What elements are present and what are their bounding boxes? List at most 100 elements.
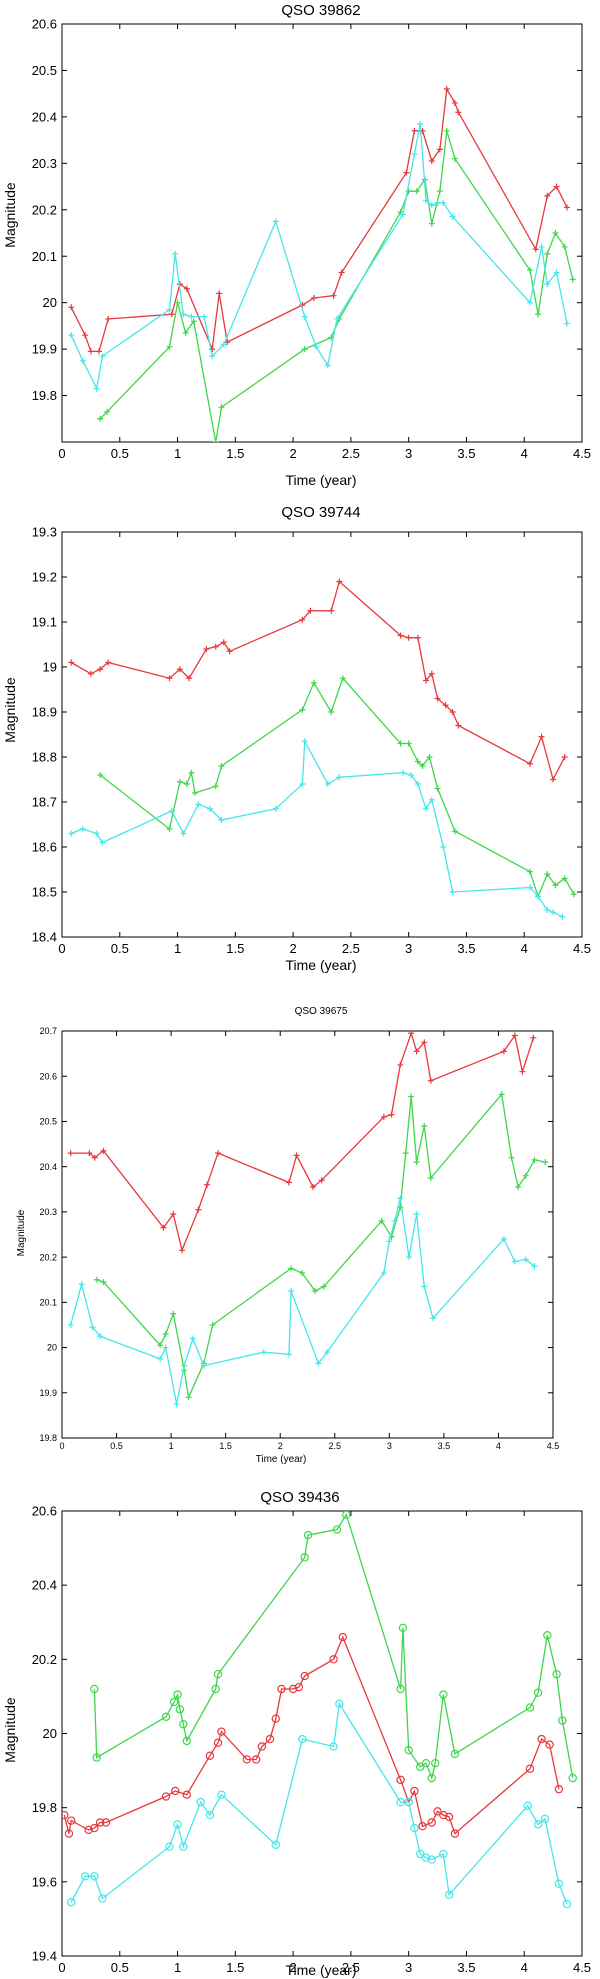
x-tick-label: 4.5 [573, 446, 591, 461]
series-line-cyan [70, 123, 568, 391]
data-point-green [299, 1269, 306, 1276]
y-tick-label: 18.8 [32, 750, 57, 765]
data-point-red [563, 204, 570, 211]
x-tick-label: 2.5 [329, 1441, 342, 1451]
y-tick-label: 19.8 [32, 1800, 57, 1815]
data-point-cyan [421, 1283, 428, 1290]
data-point-green [170, 1310, 177, 1317]
data-point-green [157, 1342, 164, 1349]
y-tick-label: 18.6 [32, 840, 57, 855]
data-point-cyan [535, 893, 542, 900]
data-point-cyan [550, 909, 557, 916]
data-point-green [299, 706, 306, 713]
data-point-green [182, 1736, 191, 1746]
data-point-cyan [399, 769, 406, 776]
x-tick-label: 1 [174, 446, 181, 461]
y-tick-label: 19.9 [39, 1388, 57, 1398]
data-point-cyan [428, 202, 435, 209]
data-point-cyan [68, 332, 75, 339]
axes-frame [61, 531, 583, 938]
y-axis-label: Magnitude [2, 1697, 18, 1763]
data-point-cyan [411, 151, 418, 158]
data-point-red [220, 639, 227, 646]
data-point-green [439, 1690, 448, 1699]
data-point-red [67, 1816, 76, 1825]
data-point-red [329, 1655, 338, 1664]
data-point-cyan [181, 1362, 188, 1369]
data-point-red [62, 1810, 69, 1820]
data-point-red [307, 607, 314, 614]
data-point-cyan [168, 808, 175, 814]
data-point-cyan [93, 385, 100, 392]
data-point-cyan [527, 884, 533, 891]
data-point-red [217, 1727, 226, 1736]
data-point-green [413, 1159, 420, 1166]
x-tick-label: 4 [521, 1960, 528, 1975]
data-point-cyan [285, 1351, 292, 1358]
data-point-red [215, 1150, 222, 1157]
panel-qso-39862: QSO 39862 Time (year) Magnitude 0 0.5 1 1.5… [2, 2, 591, 488]
data-point-green [212, 439, 219, 442]
data-point-green [508, 1154, 515, 1161]
data-point-red [68, 304, 75, 311]
x-axis-label: Time (year) [256, 1454, 307, 1465]
series-line-red [70, 86, 568, 353]
data-point-cyan [544, 281, 551, 288]
data-point-red [554, 1784, 564, 1794]
series-line-red [70, 580, 566, 782]
data-point-red [309, 1184, 316, 1191]
data-point-red [67, 1150, 74, 1157]
data-point-cyan [397, 1195, 404, 1202]
data-point-cyan [423, 197, 429, 204]
data-point-green [212, 783, 219, 790]
data-point-cyan [429, 1315, 436, 1322]
data-point-red [95, 1818, 105, 1827]
data-point-green [561, 243, 568, 250]
data-point-red [550, 776, 557, 783]
plot-area: 0 0.5 1 1.5 2 2.5 3 3.5 4 4.5 18.4 18.5 18.6 18.7 18.8… [32, 525, 591, 956]
data-point-cyan [67, 1898, 76, 1907]
data-point-green [191, 790, 198, 796]
data-point-red [91, 1154, 98, 1161]
y-axis-label: Magnitude [2, 182, 18, 248]
data-point-red [444, 1812, 454, 1822]
data-point-cyan [407, 772, 414, 778]
data-point-red [100, 1147, 107, 1154]
y-tick-label: 20.6 [32, 1504, 57, 1519]
y-tick-label: 19 [43, 660, 57, 675]
data-point-green [405, 740, 412, 747]
x-tick-label: 1.5 [219, 1441, 232, 1451]
panel-qso-39744: QSO 39744 Time (year) Magnitude 0 0.5 1 1.5… [2, 504, 591, 973]
axes-frame [61, 23, 583, 443]
data-point-cyan [272, 218, 279, 225]
x-tick-label: 4 [521, 446, 528, 461]
data-point-green [185, 1394, 192, 1401]
data-point-cyan [79, 357, 86, 364]
data-point-red [213, 1738, 223, 1747]
x-tick-label: 2 [289, 1960, 296, 1975]
data-point-cyan [404, 1797, 413, 1807]
y-tick-label: 20 [43, 1726, 57, 1741]
x-tick-label: 0 [58, 1960, 65, 1975]
data-point-cyan [559, 913, 566, 920]
data-point-green [182, 329, 189, 336]
data-point-cyan [421, 1853, 431, 1862]
x-tick-label: 3.5 [457, 446, 475, 461]
data-point-red [82, 332, 89, 339]
data-point-cyan [315, 1360, 322, 1367]
y-tick-label: 20.6 [32, 17, 57, 32]
data-point-cyan [220, 341, 227, 348]
data-point-green [328, 709, 335, 715]
x-tick-label: 4 [496, 1441, 501, 1451]
data-point-red [411, 127, 418, 134]
data-point-green [544, 250, 551, 257]
data-point-cyan [179, 1842, 188, 1851]
data-point-green [421, 1122, 428, 1129]
data-point-cyan [335, 1699, 344, 1709]
data-point-red [413, 1048, 420, 1055]
y-axis-label: Magnitude [2, 677, 18, 743]
data-point-red [553, 183, 560, 190]
series-line-cyan [70, 1198, 535, 1405]
y-tick-label: 19.8 [39, 1433, 57, 1443]
data-point-cyan [563, 320, 570, 327]
